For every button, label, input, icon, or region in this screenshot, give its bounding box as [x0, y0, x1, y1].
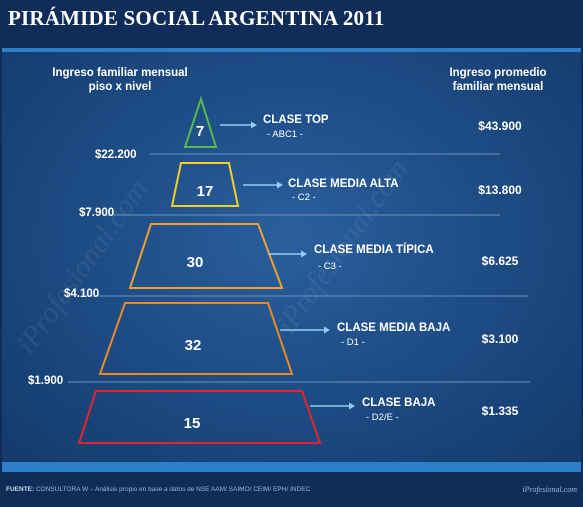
arrowhead-icon [324, 326, 330, 334]
level-percentage: 7 [196, 123, 204, 140]
level-percentage: 15 [184, 415, 201, 432]
pyramid-level [183, 95, 218, 148]
class-name: CLASE TOP [263, 114, 329, 126]
average-income: $43.900 [478, 119, 522, 133]
average-income: $6.625 [482, 254, 519, 268]
pyramid-level [170, 162, 240, 207]
level-percentage: 32 [185, 337, 202, 354]
source-text: CONSULTORA W – Análisis propio en base a… [35, 486, 311, 493]
arrowhead-icon [301, 250, 307, 258]
brand-logo: iProfesional.com [522, 485, 577, 494]
pyramid-panel [2, 48, 581, 472]
class-code: - C2 - [292, 192, 316, 203]
class-name: CLASE MEDIA ALTA [288, 178, 399, 190]
arrowhead-icon [251, 121, 257, 129]
average-income: $13.800 [478, 183, 522, 197]
average-income: $1.335 [482, 404, 519, 418]
income-threshold: $1.900 [28, 375, 63, 387]
source-label: FUENTE: [6, 486, 35, 493]
arrowhead-icon [349, 402, 355, 410]
left-header: Ingreso familiar mensual piso x nivel [52, 67, 188, 93]
pyramid-level [128, 223, 284, 289]
right-header: Ingreso promedio familiar mensual [449, 67, 547, 93]
income-threshold: $7.900 [79, 207, 114, 219]
income-threshold: $4.100 [64, 288, 99, 300]
source-note: FUENTE: CONSULTORA W – Análisis propio e… [6, 486, 310, 493]
class-code: - C3 - [318, 261, 342, 272]
page-title: PIRÁMIDE SOCIAL ARGENTINA 2011 [8, 6, 385, 30]
class-name: CLASE BAJA [362, 397, 435, 409]
class-code: - ABC1 - [267, 129, 303, 140]
arrowhead-icon [277, 181, 283, 189]
class-name: CLASE MEDIA TÍPICA [314, 243, 434, 256]
income-threshold: $22.200 [95, 149, 137, 161]
level-percentage: 30 [187, 254, 204, 271]
class-code: - D1 - [341, 337, 365, 348]
level-percentage: 17 [197, 183, 214, 200]
class-code: - D2/E - [366, 412, 399, 423]
pyramid-level [98, 302, 294, 375]
average-income: $3.100 [482, 332, 519, 346]
class-name: CLASE MEDIA BAJA [337, 322, 450, 334]
pyramid-level [77, 390, 322, 444]
